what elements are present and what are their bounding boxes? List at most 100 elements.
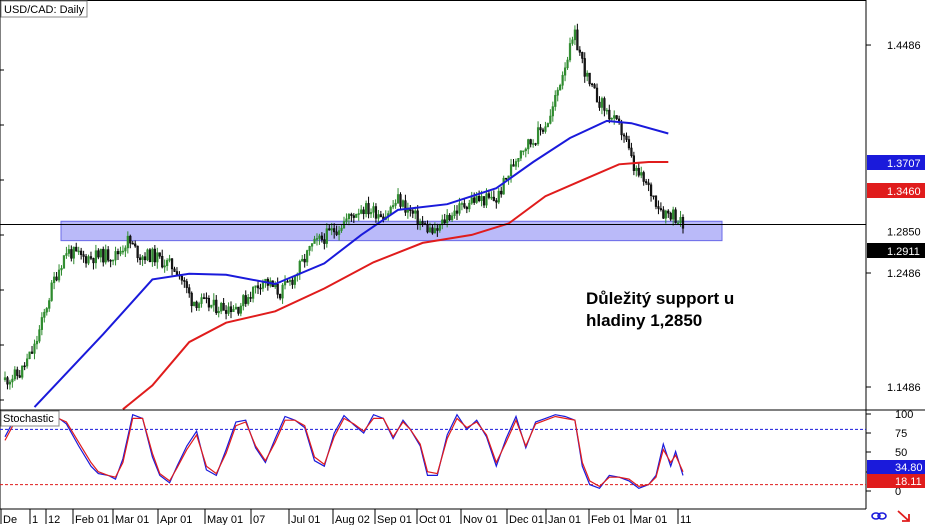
candle (222, 297, 225, 311)
moving-average-blue (33, 119, 669, 408)
candle-body (603, 98, 606, 111)
candle (492, 190, 495, 202)
candle (667, 209, 670, 218)
link-icon[interactable] (871, 509, 887, 523)
candle-body (180, 275, 183, 281)
candle (313, 235, 316, 244)
candle (126, 231, 129, 254)
candle-body (676, 222, 680, 224)
candle-body (170, 258, 174, 270)
candle-body (627, 139, 631, 149)
candle-body (522, 150, 525, 153)
candle (605, 107, 608, 115)
candle (622, 132, 626, 143)
candle-body (500, 190, 503, 195)
candle (40, 312, 43, 336)
candle-body (443, 219, 446, 224)
candle-body (640, 172, 643, 176)
candle-body (330, 228, 333, 231)
candle-body (436, 228, 439, 231)
candle-body (315, 238, 319, 240)
candle-body (141, 256, 144, 260)
candle (536, 121, 540, 146)
chart-title-box (0, 0, 88, 18)
candle (367, 196, 370, 219)
candle-body (82, 254, 85, 257)
candle-body (573, 29, 577, 41)
candle-body (163, 265, 166, 268)
candle (202, 293, 206, 300)
candle-body (288, 279, 292, 282)
candle (549, 109, 552, 125)
time-tick-label: Feb 01 (75, 514, 109, 525)
candle (188, 284, 191, 298)
candle-body (254, 285, 257, 288)
candle-body (28, 351, 31, 360)
candle (3, 371, 7, 382)
candle (220, 301, 223, 315)
candle-body (212, 299, 215, 306)
candle-body (109, 260, 112, 262)
candle-body (539, 127, 542, 131)
candle (158, 252, 161, 259)
candle-body (306, 250, 309, 263)
candle (55, 271, 58, 282)
candle-body (460, 203, 464, 205)
candle (323, 233, 326, 250)
candle-body (126, 235, 129, 249)
candle (134, 240, 137, 248)
candle-body (568, 43, 572, 61)
candle-body (482, 196, 486, 206)
candle-body (173, 268, 176, 272)
candle (200, 293, 203, 308)
candle (566, 56, 569, 70)
candle-body (183, 280, 186, 282)
candle (87, 254, 90, 266)
candle (645, 178, 648, 186)
price-label-box (867, 155, 925, 170)
chart-title: USD/CAD: Daily (4, 4, 85, 16)
candle-body (185, 281, 188, 288)
candle-body (215, 299, 218, 314)
candle (519, 150, 522, 162)
candle-body (377, 214, 380, 219)
candle (325, 223, 328, 248)
candle-body (146, 249, 149, 261)
candle (136, 245, 139, 263)
candle (541, 127, 545, 134)
candle-body (495, 200, 498, 203)
candle (310, 243, 314, 252)
candle (35, 335, 39, 350)
candle-body (121, 250, 125, 253)
candle (581, 51, 584, 64)
candle-body (681, 217, 685, 229)
time-tick-label: 12 (48, 514, 60, 525)
candle-body (197, 303, 201, 308)
candle (168, 254, 171, 263)
candle-body (84, 256, 88, 264)
candle-body (104, 249, 107, 263)
candle (411, 208, 414, 219)
candle (8, 379, 12, 390)
candle-body (524, 148, 527, 152)
candle (360, 205, 363, 215)
stoch-value-label: 18.11 (867, 474, 925, 488)
candle (247, 294, 250, 306)
candle (642, 170, 645, 186)
arrow-icon[interactable] (896, 509, 912, 523)
stoch-k-line (4, 413, 684, 490)
candle-body (222, 302, 225, 311)
candle-body (662, 209, 665, 219)
candle-body (416, 210, 419, 225)
candle (33, 339, 36, 360)
candle-body (80, 250, 83, 255)
candle-body (151, 248, 154, 262)
candle (392, 200, 395, 210)
candle-body (40, 317, 43, 330)
candle (669, 211, 672, 222)
candle (291, 276, 294, 289)
candle-body (340, 227, 343, 231)
candle-body (18, 375, 21, 378)
candle-body (237, 306, 240, 314)
candle-body (166, 260, 169, 267)
